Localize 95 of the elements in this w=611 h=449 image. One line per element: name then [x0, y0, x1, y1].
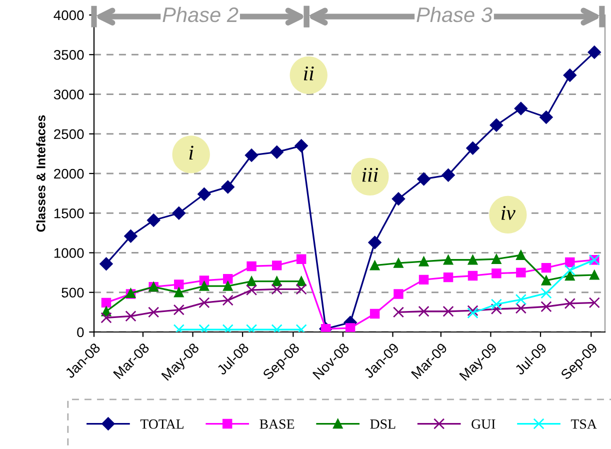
point	[588, 46, 601, 59]
point	[199, 281, 210, 291]
point	[370, 260, 380, 270]
point	[588, 297, 600, 308]
point	[490, 303, 502, 315]
point	[100, 312, 112, 324]
point	[294, 139, 308, 152]
point	[100, 257, 113, 270]
point	[174, 288, 184, 298]
point	[198, 297, 210, 308]
point	[272, 276, 282, 286]
point	[345, 323, 356, 332]
legend-label: GUI	[472, 419, 496, 429]
point	[514, 102, 528, 116]
point	[516, 268, 526, 278]
point	[541, 276, 552, 286]
point	[541, 262, 552, 273]
y-tick-label: 0	[77, 327, 84, 338]
legend-label: BASE	[260, 419, 294, 429]
point	[272, 260, 282, 270]
y-tick-label: 500	[62, 288, 84, 298]
point	[515, 294, 526, 306]
annotation: iv	[502, 206, 516, 220]
annotation: Phase 3	[416, 6, 492, 22]
point	[563, 68, 576, 82]
point	[394, 258, 404, 268]
point	[490, 298, 502, 310]
y-tick-label: 1500	[54, 208, 84, 218]
y-tick-label: 3500	[54, 50, 84, 60]
point	[147, 214, 160, 227]
legend-label: TSA	[570, 419, 597, 429]
legend-label: TOTAL	[140, 419, 184, 429]
y-tick-label: 2000	[54, 168, 84, 179]
point	[246, 261, 256, 272]
point	[468, 255, 478, 265]
annotation: ii	[304, 66, 314, 80]
point	[271, 284, 282, 295]
point	[443, 255, 454, 265]
point	[125, 310, 136, 322]
point	[467, 307, 478, 319]
point	[392, 192, 406, 206]
point	[418, 256, 429, 266]
point	[124, 230, 138, 243]
y-tick-label: 4000	[54, 10, 84, 20]
point	[468, 270, 478, 281]
point	[148, 306, 160, 318]
point	[492, 254, 502, 264]
point	[246, 284, 258, 296]
point	[223, 274, 233, 284]
point	[565, 257, 575, 268]
point	[564, 264, 576, 276]
point	[515, 302, 526, 314]
point	[564, 298, 576, 310]
point	[221, 180, 234, 194]
point	[394, 289, 404, 299]
point	[296, 254, 306, 264]
point	[222, 294, 234, 306]
point	[296, 284, 307, 295]
point	[296, 276, 306, 286]
y-axis-title: Classes & Intefaces	[36, 115, 46, 232]
point	[370, 308, 380, 319]
point	[466, 142, 480, 155]
point	[101, 298, 112, 308]
point	[540, 301, 552, 312]
point	[223, 281, 233, 291]
legend-label: DSL	[370, 419, 396, 429]
point	[368, 236, 382, 250]
annotation: i	[189, 146, 194, 160]
point	[198, 188, 211, 201]
point	[417, 172, 430, 186]
point	[443, 272, 454, 282]
point	[244, 148, 258, 162]
point	[418, 306, 430, 317]
point	[392, 306, 404, 318]
point	[442, 306, 454, 317]
point	[174, 280, 184, 290]
point	[590, 270, 600, 280]
point	[270, 146, 284, 159]
annotation: Phase 2	[162, 6, 238, 22]
y-tick-label: 3000	[54, 90, 84, 100]
y-tick-label: 2500	[54, 129, 84, 140]
point	[246, 276, 256, 286]
point	[442, 168, 455, 182]
point	[467, 305, 478, 316]
point	[418, 274, 429, 285]
annotation: iii	[362, 168, 378, 182]
point	[565, 270, 575, 281]
point	[490, 118, 504, 132]
point	[516, 250, 526, 260]
point	[540, 110, 553, 124]
point	[173, 304, 184, 316]
y-tick-label: 1000	[54, 248, 84, 258]
point	[172, 206, 186, 220]
point	[492, 268, 502, 278]
point	[540, 288, 552, 299]
